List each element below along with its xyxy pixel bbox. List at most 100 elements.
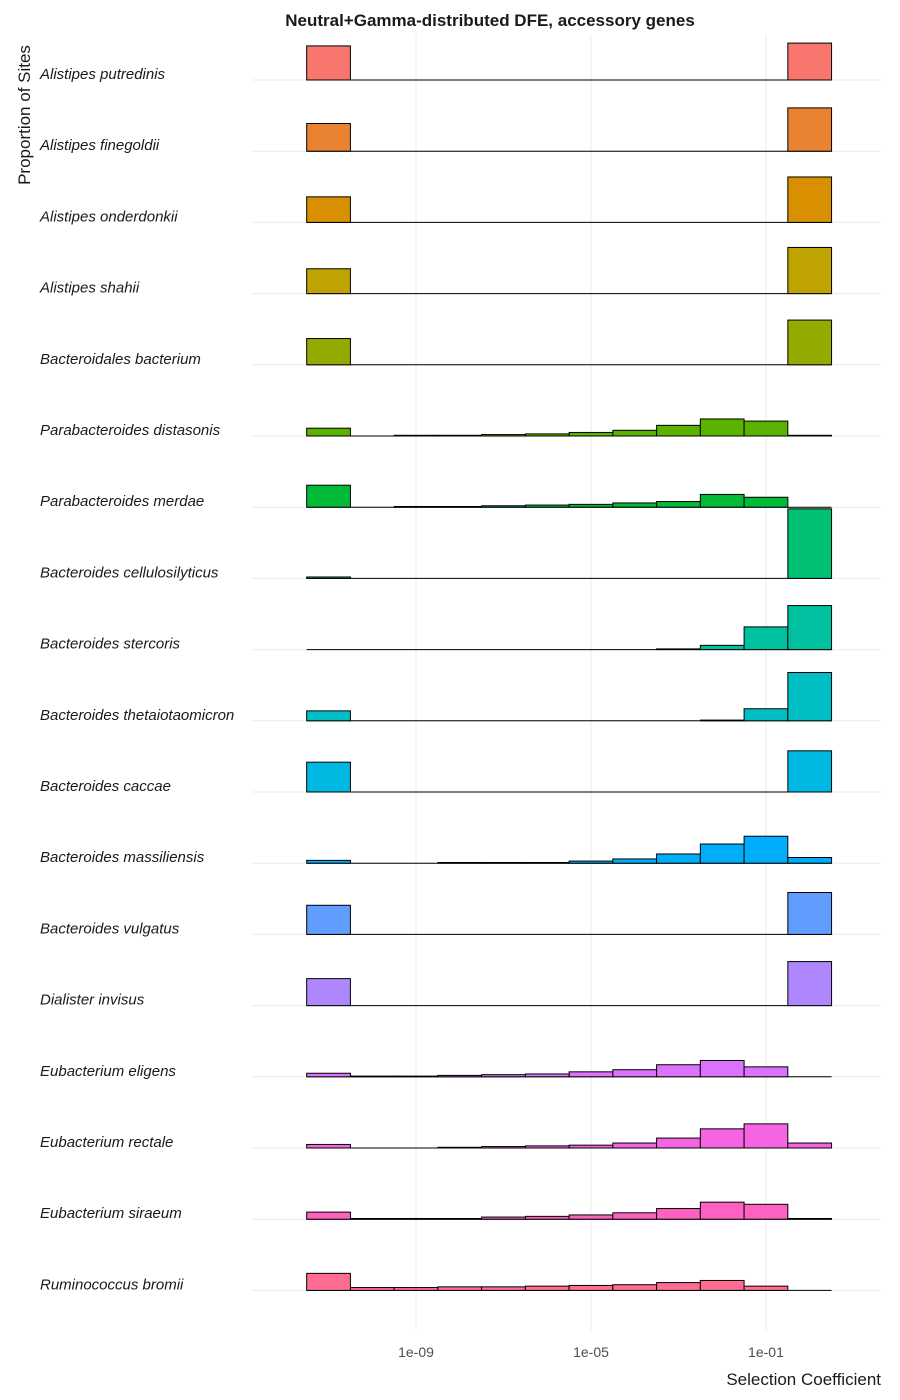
bar — [787, 1217, 833, 1220]
bar — [699, 1201, 745, 1220]
bar — [481, 1286, 526, 1291]
bar — [524, 861, 570, 864]
bar — [568, 1071, 614, 1078]
series-label: Alistipes putredinis — [39, 66, 166, 83]
bar — [612, 1069, 658, 1078]
bar — [787, 508, 833, 579]
bar — [437, 1217, 483, 1220]
bar — [612, 1284, 658, 1291]
bar — [306, 904, 351, 935]
series-label: Bacteroides stercoris — [40, 636, 181, 653]
bar — [656, 424, 701, 437]
bar — [699, 1279, 745, 1291]
bar — [612, 858, 658, 864]
bar — [306, 338, 351, 366]
bar — [699, 644, 745, 651]
bar — [437, 505, 483, 508]
bar — [699, 493, 745, 508]
series-label: Alistipes onderdonkii — [39, 208, 178, 225]
bar — [437, 1074, 483, 1078]
bar — [787, 961, 833, 1007]
bar — [743, 1285, 789, 1291]
bar — [481, 1216, 526, 1220]
bar — [437, 1286, 483, 1291]
bar — [349, 1217, 395, 1220]
bar — [743, 496, 789, 508]
bar — [568, 1144, 614, 1149]
bar — [699, 1128, 745, 1149]
bar — [306, 1272, 351, 1291]
bar — [306, 576, 351, 579]
series-label: Ruminococcus bromii — [40, 1276, 184, 1293]
bar — [656, 1208, 701, 1220]
bar — [743, 626, 789, 651]
series-label: Bacteroides thetaiotaomicron — [40, 707, 234, 724]
series-label: Alistipes finegoldii — [39, 137, 160, 154]
bar — [306, 1211, 351, 1220]
series-label: Bacteroides caccae — [40, 778, 171, 795]
bar — [612, 502, 658, 508]
bar — [787, 750, 833, 793]
bar — [787, 672, 833, 722]
bar — [393, 1287, 439, 1291]
bar — [524, 1285, 570, 1291]
bar — [306, 427, 351, 437]
bar — [524, 504, 570, 508]
bar — [306, 45, 351, 81]
bar — [787, 1142, 833, 1149]
x-tick-label: 1e-05 — [573, 1344, 609, 1360]
bar — [393, 434, 439, 437]
bar — [349, 1287, 395, 1291]
bar — [568, 860, 614, 864]
bar — [743, 835, 789, 864]
bar — [481, 1074, 526, 1078]
bar — [437, 861, 483, 864]
bar — [437, 1146, 483, 1149]
bar — [787, 319, 833, 366]
bar — [568, 1214, 614, 1220]
bar — [656, 853, 701, 864]
y-axis-label: Proportion of Sites — [15, 45, 34, 185]
series-label: Bacteroides massiliensis — [40, 849, 205, 866]
bar — [787, 176, 833, 223]
bar — [743, 420, 789, 437]
series-label: Parabacteroides distasonis — [40, 422, 221, 439]
bar — [787, 857, 833, 864]
bar — [524, 1145, 570, 1149]
series-label: Bacteroides vulgatus — [40, 920, 180, 937]
bar — [656, 648, 701, 651]
bar — [393, 1217, 439, 1220]
bar — [524, 433, 570, 437]
bar — [787, 605, 833, 651]
series-label: Parabacteroides merdae — [40, 493, 204, 510]
bar — [568, 1284, 614, 1291]
bar — [306, 484, 351, 508]
bar — [393, 505, 439, 508]
bar — [612, 429, 658, 437]
bar — [699, 719, 745, 722]
bar — [481, 861, 526, 864]
bar — [787, 42, 833, 81]
bar — [306, 268, 351, 295]
bar — [393, 1075, 439, 1078]
bar — [306, 123, 351, 152]
bar — [612, 1142, 658, 1149]
bar — [349, 1075, 395, 1078]
bar — [656, 501, 701, 508]
series-label: Alistipes shahii — [39, 280, 140, 297]
series-label: Dialister invisus — [40, 992, 145, 1009]
x-tick-label: 1e-09 — [398, 1344, 434, 1360]
bar — [306, 1072, 351, 1078]
bar — [787, 892, 833, 935]
series-label: Eubacterium siraeum — [40, 1205, 182, 1222]
bar — [481, 1146, 526, 1149]
bar — [743, 1123, 789, 1149]
bar — [656, 1282, 701, 1291]
bar — [743, 1203, 789, 1220]
series-label: Eubacterium eligens — [40, 1063, 176, 1080]
bar — [568, 431, 614, 437]
bar — [787, 246, 833, 295]
bar — [306, 710, 351, 722]
bar — [743, 1066, 789, 1078]
